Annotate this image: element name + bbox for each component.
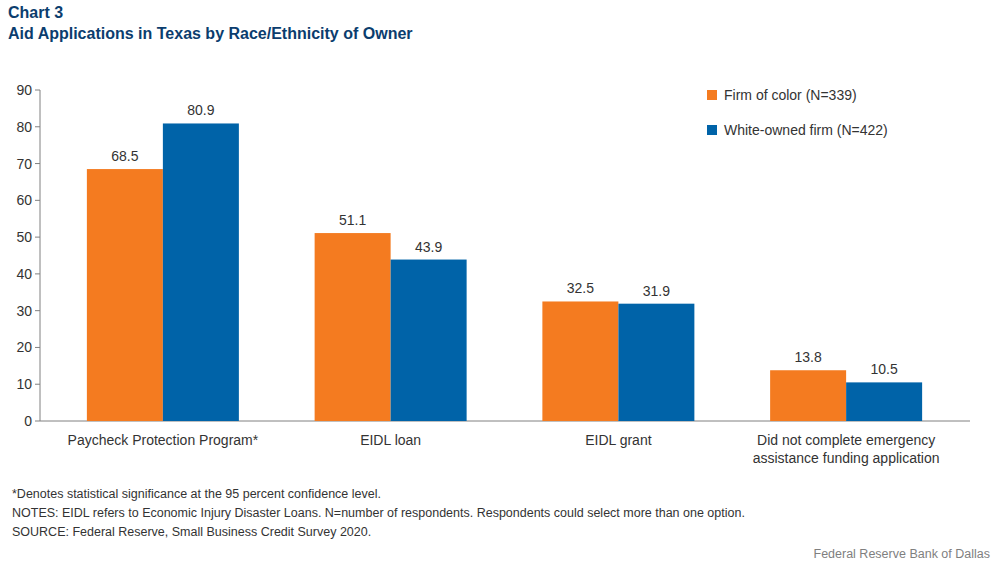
bar bbox=[163, 123, 239, 421]
subtitle: Aid Applications in Texas by Race/Ethnic… bbox=[8, 25, 413, 42]
y-tick-label: 10 bbox=[16, 376, 32, 392]
y-tick-label: 70 bbox=[16, 156, 32, 172]
bars bbox=[87, 123, 922, 421]
note: NOTES: EIDL refers to Economic Injury Di… bbox=[12, 506, 745, 520]
y-tick bbox=[35, 310, 40, 311]
title: Chart 3 bbox=[8, 4, 63, 21]
data-label: 51.1 bbox=[339, 212, 366, 228]
data-label: 68.5 bbox=[111, 148, 138, 164]
y-tick-label: 20 bbox=[16, 339, 32, 355]
y-tick-label: 0 bbox=[24, 413, 32, 429]
legend-label: White-owned firm (N=422) bbox=[724, 122, 888, 138]
bar bbox=[770, 370, 846, 421]
y-tick bbox=[35, 347, 40, 348]
y-tick bbox=[35, 273, 40, 274]
bar bbox=[391, 260, 467, 421]
y-tick bbox=[35, 421, 40, 422]
data-label: 10.5 bbox=[871, 361, 898, 377]
y-tick bbox=[35, 163, 40, 164]
legend-swatch bbox=[707, 90, 717, 100]
y-tick bbox=[35, 90, 40, 91]
legend-label: Firm of color (N=339) bbox=[724, 87, 857, 103]
y-tick-label: 30 bbox=[16, 303, 32, 319]
x-tick-label: EIDL loan bbox=[360, 432, 421, 448]
data-label: 80.9 bbox=[187, 102, 214, 118]
page: {"chart_data": { "type": "bar", "title":… bbox=[0, 0, 1002, 570]
data-labels: 68.5 80.9 51.1 43.9 32.5 31.9 13.8 10.5 bbox=[111, 102, 898, 377]
y-tick bbox=[35, 126, 40, 127]
chart: Chart 3 Aid Applications in Texas by Race… bbox=[0, 0, 1002, 570]
y-tick bbox=[35, 384, 40, 385]
note: *Denotes statistical significance at the… bbox=[12, 487, 381, 501]
credit: Federal Reserve Bank of Dallas bbox=[814, 547, 990, 561]
y-tick bbox=[35, 237, 40, 238]
data-label: 32.5 bbox=[567, 280, 594, 296]
bar bbox=[315, 233, 391, 421]
x-tick-label: EIDL grant bbox=[585, 432, 652, 448]
note: SOURCE: Federal Reserve, Small Business … bbox=[12, 525, 371, 539]
y-axis bbox=[40, 90, 41, 421]
x-tick-label: Did not complete emergencyassistance fun… bbox=[753, 432, 940, 466]
legend-swatch bbox=[707, 125, 717, 135]
bar bbox=[846, 382, 922, 421]
bar bbox=[542, 301, 618, 421]
bar bbox=[618, 304, 694, 421]
x-tick-label: Paycheck Protection Program* bbox=[68, 432, 259, 448]
data-label: 13.8 bbox=[795, 349, 822, 365]
y-tick bbox=[35, 200, 40, 201]
y-tick-label: 40 bbox=[16, 266, 32, 282]
bar bbox=[87, 169, 163, 421]
data-label: 31.9 bbox=[643, 283, 670, 299]
y-tick-label: 50 bbox=[16, 229, 32, 245]
data-label: 43.9 bbox=[415, 239, 442, 255]
y-tick-label: 80 bbox=[16, 119, 32, 135]
y-tick-label: 60 bbox=[16, 192, 32, 208]
y-tick-label: 90 bbox=[16, 82, 32, 98]
